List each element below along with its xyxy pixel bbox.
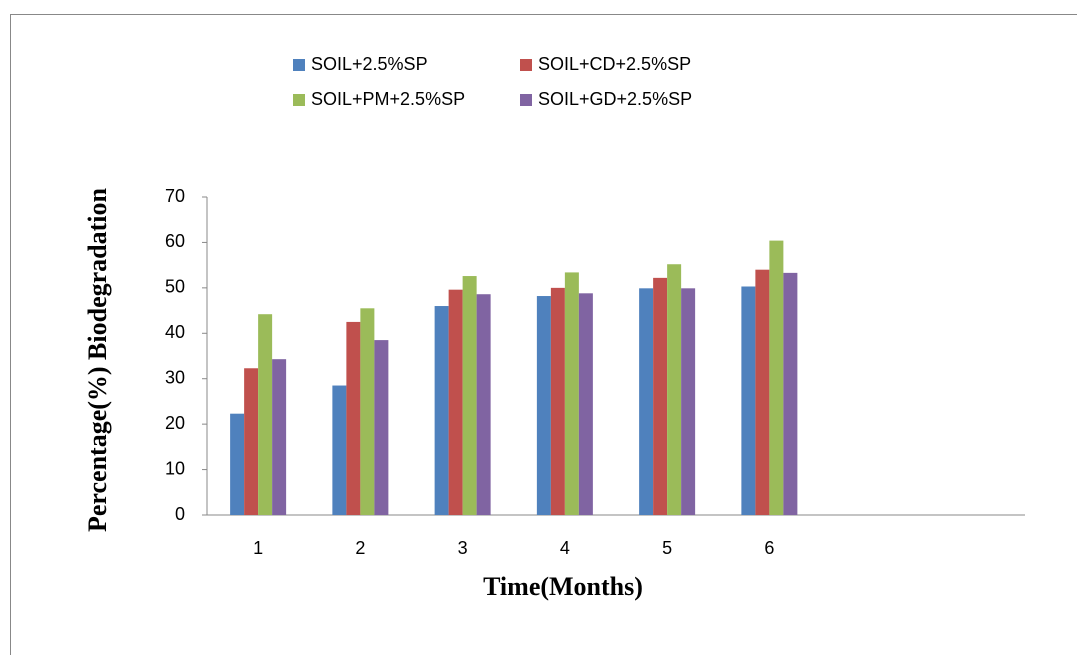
bar [667,264,682,515]
bar [360,308,375,515]
bar [639,288,654,515]
bar [769,240,784,515]
x-tick-label: 3 [458,538,468,558]
bar [653,277,668,515]
x-tick-label: 2 [355,538,365,558]
x-tick-label: 6 [764,538,774,558]
x-tick-label: 5 [662,538,672,558]
bar [230,413,245,515]
y-tick-label: 40 [165,322,185,342]
y-tick-label: 0 [175,504,185,524]
bar [332,385,347,515]
bar [244,368,259,515]
legend-label: SOIL+2.5%SP [311,54,428,74]
bar [741,286,756,515]
legend-label: SOIL+PM+2.5%SP [311,89,465,109]
legend-swatch [293,94,305,106]
legend-swatch [293,59,305,71]
y-axis-label: Percentage(%) Biodegradation [83,187,112,531]
bar [755,269,770,515]
x-axis-label: Time(Months) [483,572,643,601]
legend-swatch [520,94,532,106]
bar [536,296,551,515]
x-tick-label: 4 [560,538,570,558]
x-tick-label: 1 [253,538,263,558]
y-tick-label: 20 [165,413,185,433]
bar [448,289,463,515]
bar [434,306,449,515]
y-tick-label: 50 [165,277,185,297]
y-tick-label: 70 [165,186,185,206]
y-tick-label: 30 [165,367,185,387]
legend-label: SOIL+CD+2.5%SP [538,54,691,74]
bar [783,272,798,515]
legend-label: SOIL+GD+2.5%SP [538,89,692,109]
bar [462,276,477,515]
bar [476,294,491,515]
legend-swatch [520,59,532,71]
bar [346,321,361,515]
bar [272,359,287,515]
bar [550,287,565,515]
bar [258,314,273,515]
y-tick-label: 60 [165,231,185,251]
y-tick-label: 10 [165,458,185,478]
bar [578,293,593,515]
frame [10,14,1077,655]
bar [374,340,389,515]
bar [681,288,696,515]
bar [564,272,579,515]
